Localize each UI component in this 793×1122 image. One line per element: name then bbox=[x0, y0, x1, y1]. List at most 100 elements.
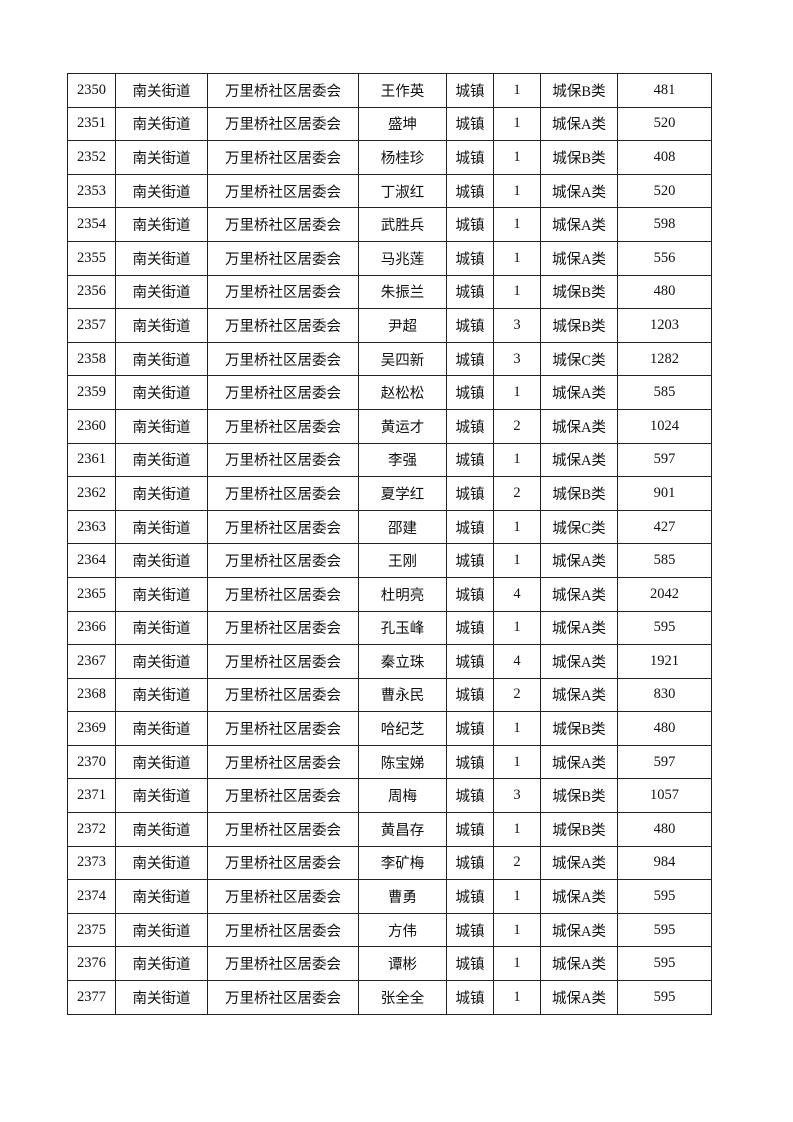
cell-persons: 2 bbox=[493, 476, 541, 511]
cell-type: 城镇 bbox=[446, 543, 494, 578]
cell-street: 南关街道 bbox=[115, 240, 208, 276]
table-row: 2354 南关街道 万里桥社区居委会 武胜兵 城镇 1 城保A类 598 bbox=[67, 207, 712, 242]
cell-street: 南关街道 bbox=[115, 980, 208, 1015]
cell-persons: 1 bbox=[493, 207, 541, 242]
cell-category: 城保A类 bbox=[540, 610, 618, 646]
cell-name: 黄昌存 bbox=[358, 812, 447, 847]
cell-community: 万里桥社区居委会 bbox=[207, 946, 359, 982]
cell-amount: 2042 bbox=[617, 576, 712, 612]
cell-no: 2353 bbox=[67, 173, 116, 209]
cell-type: 城镇 bbox=[446, 240, 494, 276]
cell-no: 2355 bbox=[67, 240, 116, 276]
cell-no: 2367 bbox=[67, 644, 116, 679]
cell-type: 城镇 bbox=[446, 308, 494, 343]
cell-street: 南关街道 bbox=[115, 375, 208, 410]
cell-type: 城镇 bbox=[446, 677, 494, 713]
cell-amount: 585 bbox=[617, 543, 712, 578]
cell-category: 城保A类 bbox=[540, 946, 618, 982]
cell-street: 南关街道 bbox=[115, 879, 208, 914]
cell-persons: 4 bbox=[493, 576, 541, 612]
cell-type: 城镇 bbox=[446, 207, 494, 242]
cell-name: 夏学红 bbox=[358, 476, 447, 511]
cell-no: 2357 bbox=[67, 308, 116, 343]
cell-category: 城保B类 bbox=[540, 73, 618, 108]
cell-type: 城镇 bbox=[446, 408, 494, 444]
cell-name: 张全全 bbox=[358, 980, 447, 1015]
cell-street: 南关街道 bbox=[115, 677, 208, 713]
cell-name: 曹永民 bbox=[358, 677, 447, 713]
cell-street: 南关街道 bbox=[115, 576, 208, 612]
cell-amount: 1057 bbox=[617, 778, 712, 814]
cell-persons: 1 bbox=[493, 711, 541, 746]
cell-amount: 427 bbox=[617, 509, 712, 545]
cell-community: 万里桥社区居委会 bbox=[207, 207, 359, 242]
cell-community: 万里桥社区居委会 bbox=[207, 677, 359, 713]
cell-name: 王作英 bbox=[358, 73, 447, 108]
cell-community: 万里桥社区居委会 bbox=[207, 73, 359, 108]
table-row: 2377 南关街道 万里桥社区居委会 张全全 城镇 1 城保A类 595 bbox=[67, 980, 712, 1015]
cell-name: 谭彬 bbox=[358, 946, 447, 982]
cell-street: 南关街道 bbox=[115, 845, 208, 881]
cell-no: 2352 bbox=[67, 140, 116, 175]
cell-no: 2362 bbox=[67, 476, 116, 511]
cell-type: 城镇 bbox=[446, 576, 494, 612]
cell-community: 万里桥社区居委会 bbox=[207, 879, 359, 914]
cell-name: 丁淑红 bbox=[358, 173, 447, 209]
cell-no: 2368 bbox=[67, 677, 116, 713]
cell-amount: 597 bbox=[617, 744, 712, 780]
cell-persons: 1 bbox=[493, 442, 541, 478]
table-row: 2351 南关街道 万里桥社区居委会 盛坤 城镇 1 城保A类 520 bbox=[67, 106, 712, 142]
cell-category: 城保A类 bbox=[540, 744, 618, 780]
cell-community: 万里桥社区居委会 bbox=[207, 912, 359, 948]
cell-persons: 1 bbox=[493, 946, 541, 982]
cell-street: 南关街道 bbox=[115, 812, 208, 847]
table-row: 2365 南关街道 万里桥社区居委会 杜明亮 城镇 4 城保A类 2042 bbox=[67, 576, 712, 612]
cell-type: 城镇 bbox=[446, 476, 494, 511]
cell-type: 城镇 bbox=[446, 778, 494, 814]
cell-category: 城保A类 bbox=[540, 576, 618, 612]
cell-no: 2369 bbox=[67, 711, 116, 746]
cell-community: 万里桥社区居委会 bbox=[207, 308, 359, 343]
cell-type: 城镇 bbox=[446, 140, 494, 175]
cell-category: 城保C类 bbox=[540, 509, 618, 545]
cell-persons: 2 bbox=[493, 845, 541, 881]
cell-type: 城镇 bbox=[446, 274, 494, 310]
cell-category: 城保A类 bbox=[540, 912, 618, 948]
cell-category: 城保A类 bbox=[540, 106, 618, 142]
cell-community: 万里桥社区居委会 bbox=[207, 442, 359, 478]
cell-name: 李强 bbox=[358, 442, 447, 478]
cell-no: 2363 bbox=[67, 509, 116, 545]
cell-no: 2356 bbox=[67, 274, 116, 310]
cell-persons: 1 bbox=[493, 375, 541, 410]
cell-persons: 4 bbox=[493, 644, 541, 679]
table-row: 2358 南关街道 万里桥社区居委会 吴四新 城镇 3 城保C类 1282 bbox=[67, 341, 712, 377]
cell-persons: 1 bbox=[493, 744, 541, 780]
cell-amount: 597 bbox=[617, 442, 712, 478]
cell-amount: 520 bbox=[617, 173, 712, 209]
cell-name: 哈纪芝 bbox=[358, 711, 447, 746]
cell-persons: 1 bbox=[493, 240, 541, 276]
cell-street: 南关街道 bbox=[115, 946, 208, 982]
cell-amount: 595 bbox=[617, 610, 712, 646]
cell-name: 曹勇 bbox=[358, 879, 447, 914]
cell-no: 2371 bbox=[67, 778, 116, 814]
cell-type: 城镇 bbox=[446, 845, 494, 881]
cell-no: 2359 bbox=[67, 375, 116, 410]
cell-type: 城镇 bbox=[446, 509, 494, 545]
table-row: 2361 南关街道 万里桥社区居委会 李强 城镇 1 城保A类 597 bbox=[67, 442, 712, 478]
cell-street: 南关街道 bbox=[115, 610, 208, 646]
cell-name: 朱振兰 bbox=[358, 274, 447, 310]
cell-community: 万里桥社区居委会 bbox=[207, 644, 359, 679]
cell-amount: 480 bbox=[617, 274, 712, 310]
cell-category: 城保A类 bbox=[540, 543, 618, 578]
table-row: 2376 南关街道 万里桥社区居委会 谭彬 城镇 1 城保A类 595 bbox=[67, 946, 712, 982]
cell-street: 南关街道 bbox=[115, 509, 208, 545]
cell-category: 城保B类 bbox=[540, 778, 618, 814]
cell-name: 杜明亮 bbox=[358, 576, 447, 612]
cell-no: 2366 bbox=[67, 610, 116, 646]
cell-no: 2350 bbox=[67, 73, 116, 108]
cell-category: 城保A类 bbox=[540, 375, 618, 410]
cell-category: 城保A类 bbox=[540, 408, 618, 444]
cell-community: 万里桥社区居委会 bbox=[207, 173, 359, 209]
table-row: 2364 南关街道 万里桥社区居委会 王刚 城镇 1 城保A类 585 bbox=[67, 543, 712, 578]
